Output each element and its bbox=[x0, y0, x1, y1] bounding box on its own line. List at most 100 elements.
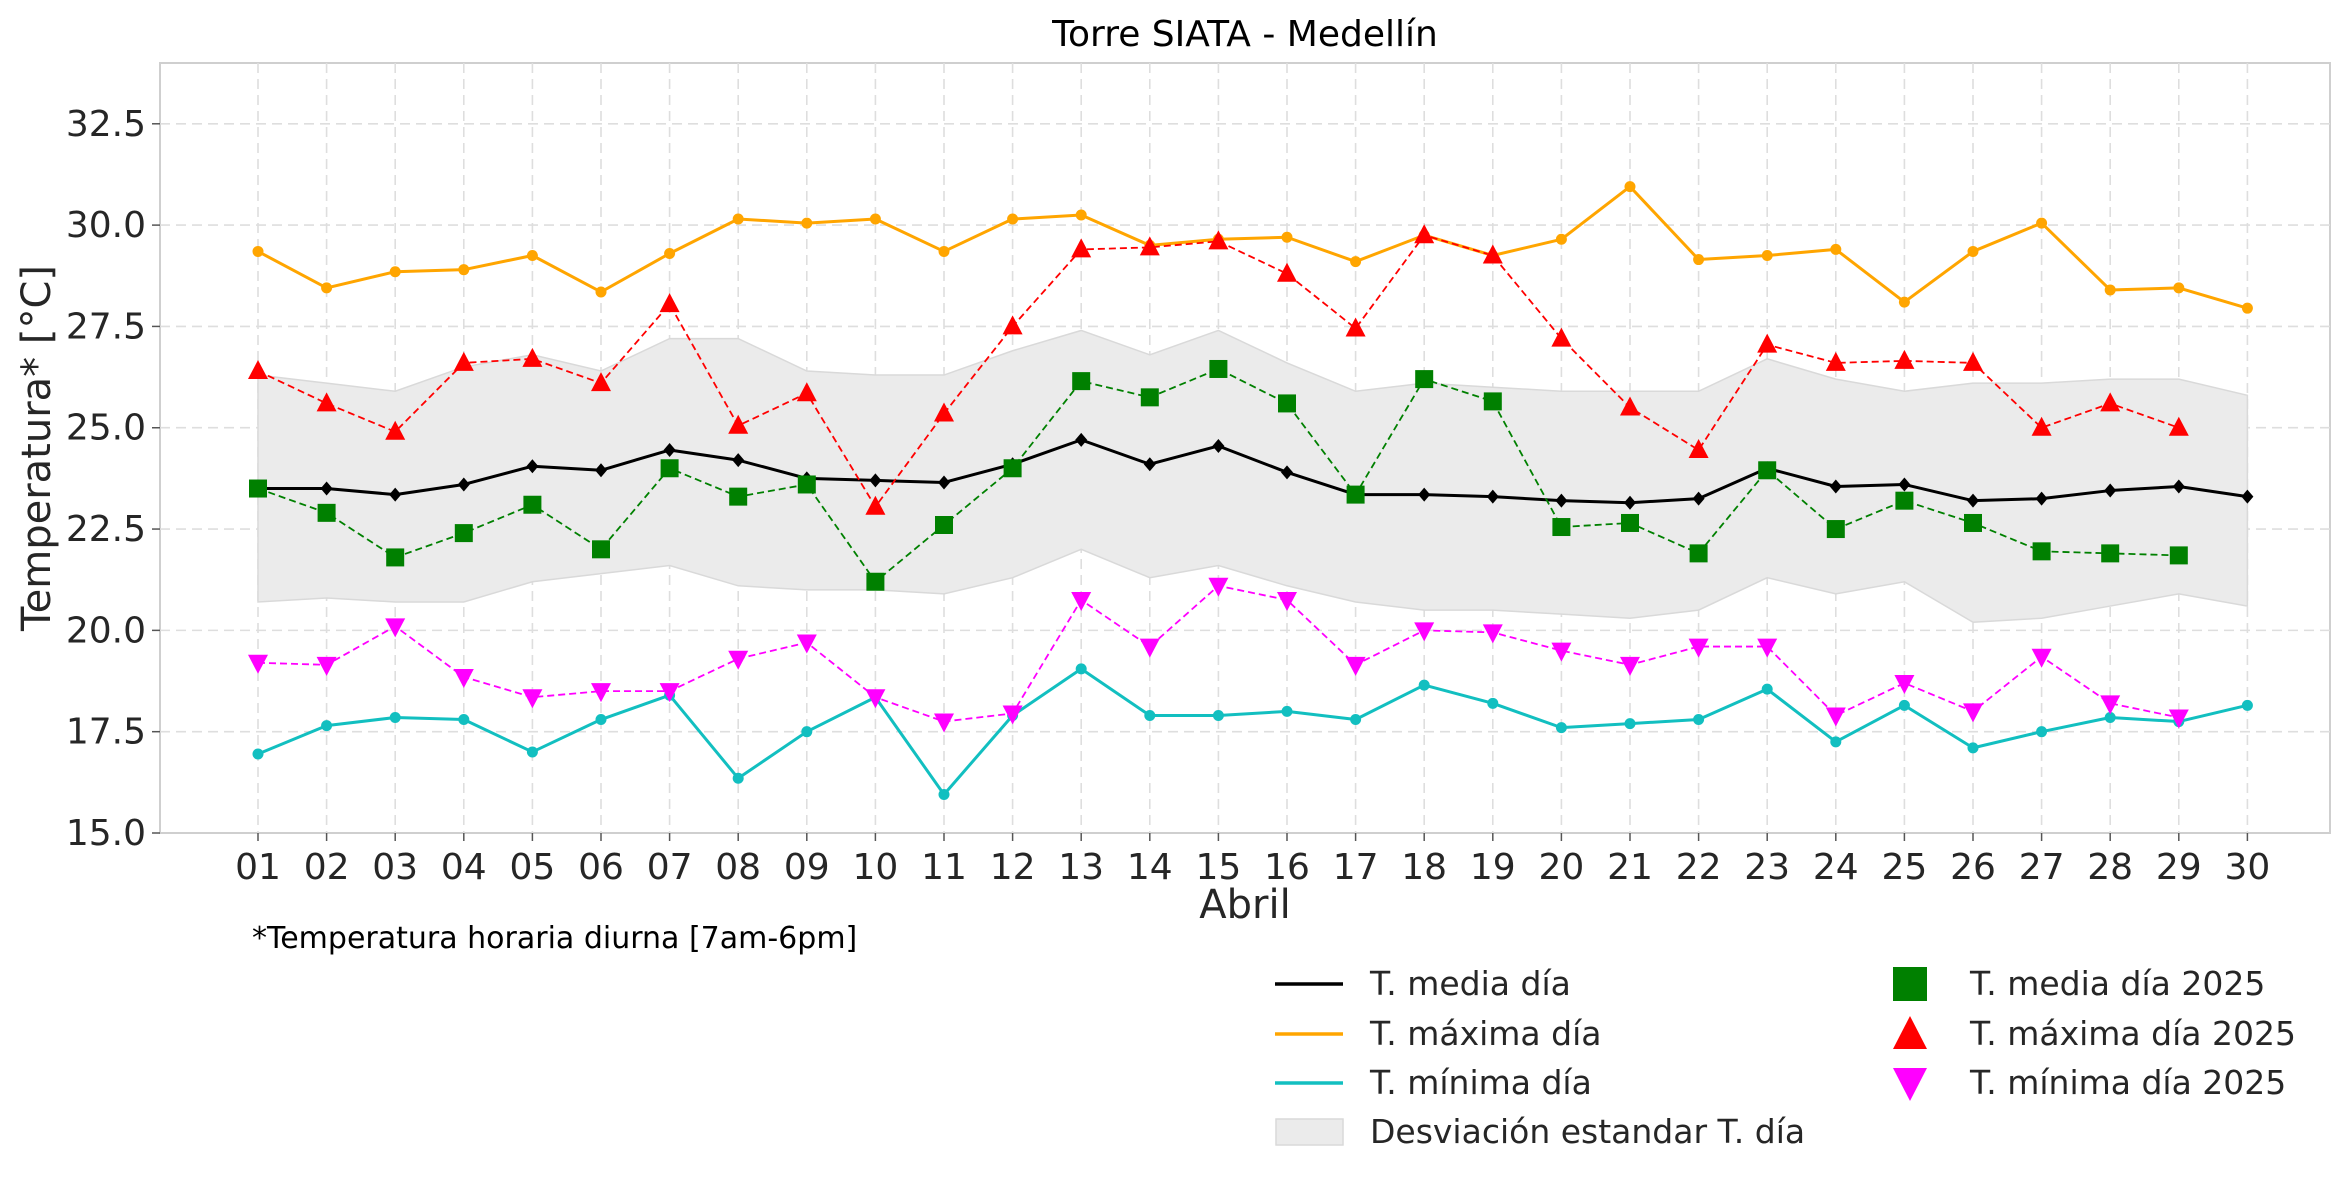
point-s3-28 bbox=[2101, 544, 2120, 563]
series-line-3 bbox=[257, 368, 2179, 583]
point-s0-28 bbox=[2104, 483, 2117, 498]
series-line-4 bbox=[257, 234, 2180, 508]
point-s0-06 bbox=[595, 463, 607, 478]
point-s3-29 bbox=[2169, 546, 2188, 565]
point-s4-23 bbox=[1757, 333, 1778, 353]
point-s1-21 bbox=[1624, 181, 1636, 193]
point-s2-05 bbox=[526, 746, 538, 758]
chart-title: Torre SIATA - Medellín bbox=[1051, 14, 1438, 55]
point-s3-26 bbox=[1964, 513, 1982, 532]
point-s2-23 bbox=[1761, 683, 1773, 695]
point-s4-02 bbox=[316, 392, 337, 412]
point-s0-10 bbox=[869, 473, 882, 488]
x-tick-label: 29 bbox=[2156, 847, 2202, 888]
point-s2-25 bbox=[1898, 699, 1910, 711]
point-s5-20 bbox=[1551, 642, 1572, 662]
x-tick-label: 30 bbox=[2224, 847, 2270, 888]
plot-area bbox=[159, 62, 2331, 834]
point-s4-08 bbox=[728, 414, 749, 434]
point-s1-09 bbox=[801, 217, 813, 229]
point-s0-11 bbox=[938, 475, 950, 490]
y-tick-label: 27.5 bbox=[66, 306, 146, 347]
point-s3-11 bbox=[935, 516, 953, 534]
x-tick-label: 01 bbox=[235, 847, 281, 888]
legend-label-0: T. media día bbox=[1369, 964, 1571, 1003]
point-s2-13 bbox=[1075, 663, 1087, 675]
series-line-1 bbox=[257, 185, 2248, 310]
point-s5-10 bbox=[865, 689, 886, 709]
x-tick-label: 08 bbox=[715, 847, 761, 888]
x-tick-label: 10 bbox=[852, 847, 898, 888]
point-s3-15 bbox=[1209, 359, 1228, 378]
y-axis-label: Temperatura* [°C] bbox=[14, 265, 60, 632]
point-s3-17 bbox=[1346, 485, 1365, 504]
point-s0-13 bbox=[1075, 432, 1088, 447]
point-s3-24 bbox=[1826, 520, 1845, 539]
y-tick-label: 30.0 bbox=[66, 205, 146, 246]
x-axis-ticks: 01 02 03 04 05 06 07 08 09 10 11 12 13 14 15 16 17 18 19 20… bbox=[235, 833, 2270, 888]
point-s0-24 bbox=[1829, 479, 1842, 494]
point-s3-13 bbox=[1072, 372, 1091, 391]
point-s5-15 bbox=[1208, 577, 1229, 597]
point-s5-12 bbox=[1002, 705, 1023, 725]
x-axis-label: Abril bbox=[1199, 882, 1290, 928]
y-tick-label: 32.5 bbox=[66, 104, 146, 145]
point-s1-16 bbox=[1281, 231, 1293, 243]
point-s4-06 bbox=[591, 372, 611, 392]
point-s0-15 bbox=[1212, 438, 1225, 453]
point-s0-04 bbox=[457, 477, 470, 492]
x-tick-label: 13 bbox=[1058, 847, 1104, 888]
point-s0-02 bbox=[320, 481, 333, 496]
x-tick-label: 09 bbox=[784, 847, 830, 888]
point-s5-19 bbox=[1482, 624, 1503, 644]
y-tick-label: 20.0 bbox=[66, 610, 146, 651]
point-s4-13 bbox=[1071, 238, 1092, 258]
point-s0-29 bbox=[2172, 479, 2185, 494]
point-s4-20 bbox=[1551, 327, 1572, 347]
point-s5-28 bbox=[2100, 695, 2121, 715]
point-s1-07 bbox=[664, 247, 676, 259]
point-s5-13 bbox=[1071, 591, 1092, 611]
x-tick-label: 11 bbox=[921, 847, 967, 888]
point-s2-19 bbox=[1487, 697, 1499, 709]
point-s5-05 bbox=[522, 689, 543, 709]
point-s5-24 bbox=[1825, 707, 1846, 727]
point-s2-11 bbox=[938, 789, 950, 800]
point-s3-02 bbox=[317, 503, 336, 522]
point-s2-28 bbox=[2104, 712, 2116, 723]
point-s0-21 bbox=[1624, 495, 1636, 510]
legend-swatch-3 bbox=[1893, 967, 1927, 1001]
series-line-0 bbox=[258, 438, 2248, 505]
point-s0-16 bbox=[1281, 465, 1293, 480]
legend-label-1: T. máxima día bbox=[1369, 1014, 1601, 1053]
x-tick-label: 27 bbox=[2019, 847, 2065, 888]
point-s2-03 bbox=[389, 712, 401, 723]
y-tick-label: 17.5 bbox=[66, 712, 146, 753]
point-s4-10 bbox=[865, 495, 886, 515]
point-s0-18 bbox=[1418, 487, 1431, 502]
point-s1-01 bbox=[252, 245, 264, 257]
point-s0-19 bbox=[1486, 489, 1499, 504]
point-s3-06 bbox=[592, 540, 610, 559]
x-tick-label: 12 bbox=[990, 847, 1036, 888]
point-s0-20 bbox=[1555, 493, 1568, 508]
point-s1-03 bbox=[389, 266, 401, 278]
point-s1-27 bbox=[2036, 217, 2048, 229]
x-tick-label: 14 bbox=[1127, 847, 1173, 888]
point-s1-17 bbox=[1350, 256, 1362, 268]
x-tick-label: 24 bbox=[1813, 847, 1859, 888]
x-tick-label: 02 bbox=[304, 847, 350, 888]
x-tick-label: 03 bbox=[372, 847, 418, 888]
footnote: *Temperatura horaria diurna [7am-6pm] bbox=[252, 921, 857, 956]
point-s0-08 bbox=[732, 453, 745, 468]
point-s4-28 bbox=[2100, 392, 2121, 412]
point-s0-26 bbox=[1967, 493, 1979, 508]
x-tick-label: 15 bbox=[1195, 847, 1241, 888]
x-tick-label: 04 bbox=[441, 847, 487, 888]
point-s4-18 bbox=[1414, 224, 1435, 244]
point-s4-07 bbox=[659, 293, 680, 313]
point-s5-14 bbox=[1139, 638, 1160, 658]
point-s2-24 bbox=[1830, 736, 1842, 748]
point-s1-06 bbox=[595, 286, 607, 298]
point-s3-04 bbox=[454, 524, 473, 543]
